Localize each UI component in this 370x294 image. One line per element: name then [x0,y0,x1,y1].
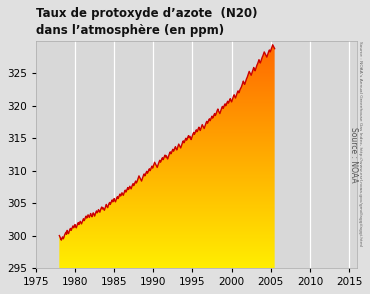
Text: Source : NOAA’s Annual Greenhouse Gas Index, http://www.esrl.noaa.gov/gmd/aggi/a: Source : NOAA’s Annual Greenhouse Gas In… [359,41,363,246]
Text: Source : NOAA: Source : NOAA [349,127,358,182]
Text: Taux de protoxyde d’azote  (N20)
dans l’atmosphère (en ppm): Taux de protoxyde d’azote (N20) dans l’a… [36,7,258,37]
